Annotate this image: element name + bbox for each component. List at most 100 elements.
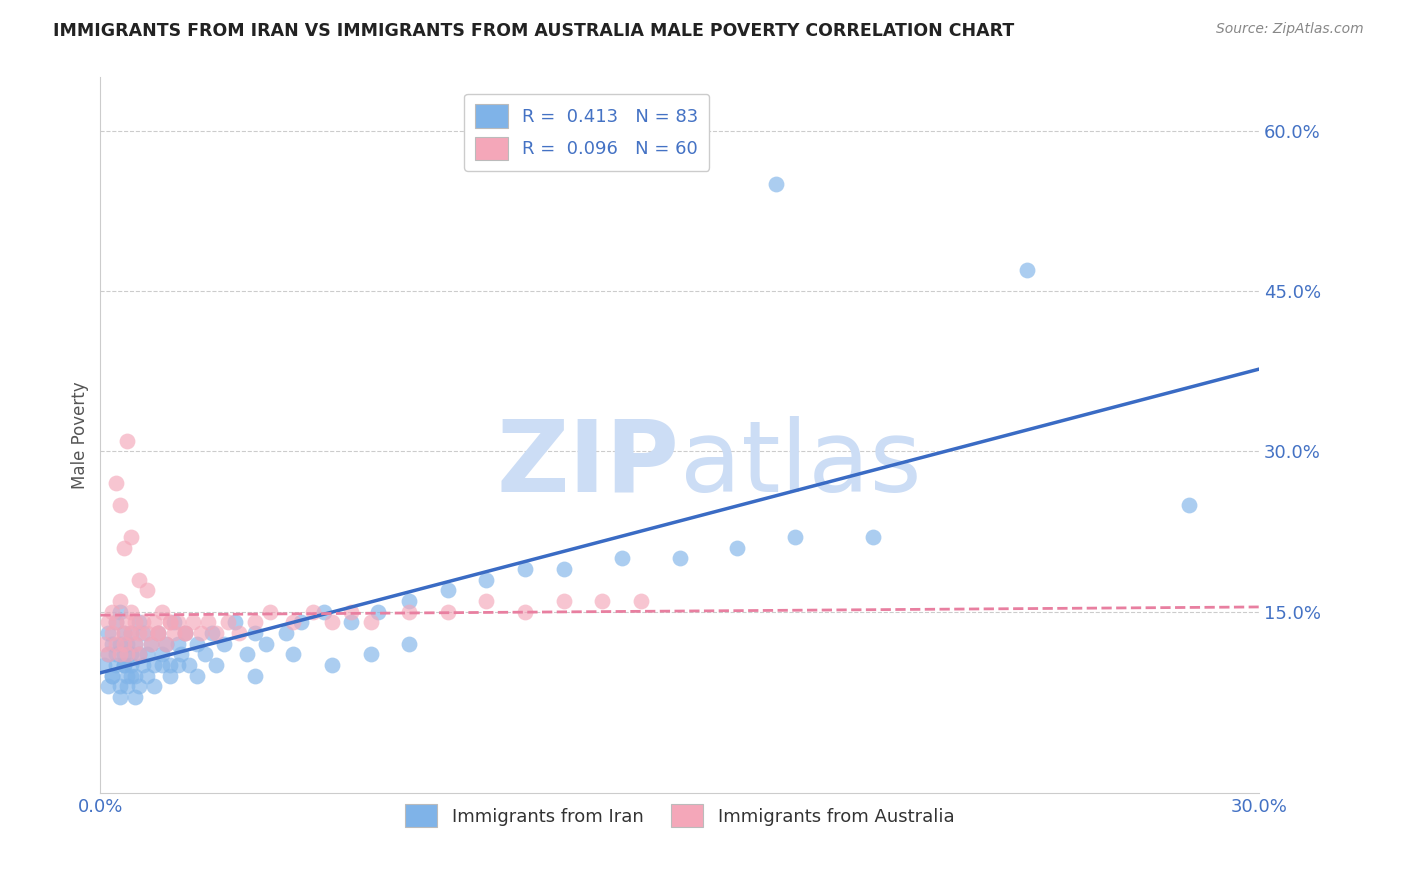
Point [301,605,323,619]
Point [117,637,139,651]
Point [159,658,181,673]
Point [108,594,131,608]
Point [181,615,204,630]
Point [93,658,115,673]
Point [553,594,575,608]
Point [101,669,124,683]
Text: Source: ZipAtlas.com: Source: ZipAtlas.com [1216,22,1364,37]
Point [104,637,127,651]
Point [254,637,277,651]
Point [104,648,127,662]
Point [128,680,150,694]
Point [93,637,115,651]
Point [97,648,120,662]
Point [166,637,188,651]
Point [243,669,266,683]
Point [727,541,749,555]
Point [97,615,120,630]
Point [155,637,177,651]
Point [398,605,420,619]
Point [117,680,139,694]
Point [112,637,135,651]
Point [360,648,382,662]
Point [314,605,336,619]
Point [197,615,219,630]
Point [174,626,197,640]
Text: atlas: atlas [679,416,921,513]
Point [143,615,166,630]
Point [120,648,142,662]
Point [124,690,146,705]
Point [148,626,170,640]
Point [437,583,460,598]
Point [132,626,155,640]
Point [135,648,157,662]
Point [148,626,170,640]
Point [108,680,131,694]
Point [398,637,420,651]
Point [108,648,131,662]
Point [1178,498,1201,512]
Point [163,615,186,630]
Point [108,690,131,705]
Point [179,658,201,673]
Point [124,637,146,651]
Point [101,605,124,619]
Point [513,562,536,576]
Point [201,626,224,640]
Point [475,573,498,587]
Point [259,605,281,619]
Point [205,658,228,673]
Point [128,573,150,587]
Point [437,605,460,619]
Point [117,669,139,683]
Point [112,626,135,640]
Point [243,615,266,630]
Point [117,434,139,448]
Point [139,637,162,651]
Point [112,658,135,673]
Point [194,648,217,662]
Point [321,615,343,630]
Point [97,648,120,662]
Point [132,658,155,673]
Point [135,583,157,598]
Point [174,626,197,640]
Point [212,637,235,651]
Point [104,476,127,491]
Point [148,626,170,640]
Point [97,626,120,640]
Point [190,626,212,640]
Point [785,530,807,544]
Point [553,562,575,576]
Point [668,551,690,566]
Point [159,669,181,683]
Point [124,669,146,683]
Point [283,648,305,662]
Point [108,605,131,619]
Point [166,658,188,673]
Point [124,637,146,651]
Point [132,615,155,630]
Point [1015,262,1038,277]
Point [186,669,208,683]
Point [101,637,124,651]
Point [166,615,188,630]
Text: ZIP: ZIP [496,416,679,513]
Point [120,626,142,640]
Point [108,637,131,651]
Point [591,594,613,608]
Point [340,605,363,619]
Point [217,615,239,630]
Point [765,178,787,192]
Point [128,648,150,662]
Point [117,615,139,630]
Point [128,615,150,630]
Point [163,626,186,640]
Point [224,615,246,630]
Point [128,648,150,662]
Point [120,530,142,544]
Point [367,605,389,619]
Point [135,626,157,640]
Point [120,658,142,673]
